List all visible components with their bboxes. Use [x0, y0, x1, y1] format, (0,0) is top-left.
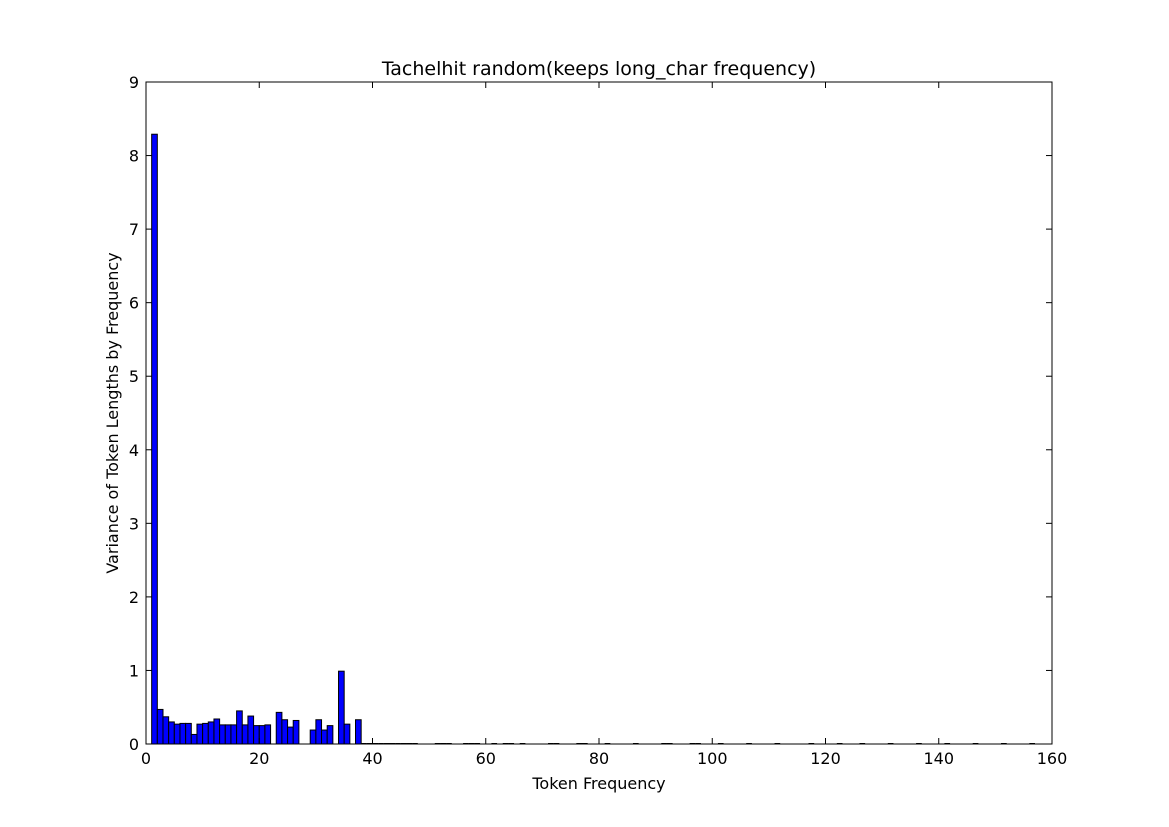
bar	[207, 721, 215, 745]
x-tick-label: 0	[141, 749, 151, 768]
x-tick-label: 160	[1037, 749, 1068, 768]
bar	[264, 724, 272, 745]
bar	[219, 724, 226, 745]
bar	[190, 733, 198, 745]
bar	[236, 710, 243, 745]
ticks-group: 0 20 40 60 80 100 120 140 160 0 1 2 3 4 5 6 7 8 9	[129, 73, 1067, 768]
bar	[338, 670, 345, 745]
bar	[202, 722, 209, 745]
x-tick-label: 20	[249, 749, 269, 768]
x-tick-label: 100	[697, 749, 728, 768]
y-tick-label: 8	[129, 147, 139, 166]
bars-group	[151, 133, 362, 745]
chart-title: Tachelhit random(keeps long_char frequen…	[381, 58, 816, 80]
bar	[275, 711, 283, 745]
bar	[241, 724, 249, 745]
bar	[179, 722, 187, 745]
y-tick-label: 0	[129, 735, 139, 754]
bar	[196, 723, 204, 745]
y-tick-label: 2	[129, 588, 139, 607]
bar	[326, 725, 334, 745]
bar	[258, 725, 266, 745]
bar	[156, 708, 164, 745]
bar	[309, 729, 317, 745]
plot-frame	[145, 81, 1053, 745]
y-tick-label: 9	[129, 73, 139, 92]
bar	[224, 724, 232, 745]
bar	[253, 725, 260, 745]
bar	[213, 718, 221, 745]
y-tick-label: 6	[129, 294, 139, 313]
bar	[315, 719, 323, 745]
y-tick-label: 5	[129, 367, 139, 386]
x-tick-label: 80	[589, 749, 609, 768]
bar	[185, 722, 192, 745]
bar	[321, 729, 328, 745]
x-tick-label: 60	[476, 749, 496, 768]
x-tick-label: 140	[923, 749, 954, 768]
bar	[162, 716, 170, 745]
y-axis-label: Variance of Token Lengths by Frequency	[103, 252, 122, 573]
bar	[287, 726, 294, 745]
bar	[343, 723, 351, 745]
y-tick-label: 1	[129, 661, 139, 680]
bar	[173, 723, 181, 745]
y-tick-label: 4	[129, 441, 139, 460]
y-tick-label: 3	[129, 514, 139, 533]
x-axis-label: Token Frequency	[531, 774, 665, 793]
bar	[355, 719, 362, 745]
x-tick-label: 120	[810, 749, 841, 768]
bar	[281, 719, 289, 745]
x-tick-label: 40	[362, 749, 382, 768]
y-tick-label: 7	[129, 220, 139, 239]
bar	[292, 719, 300, 745]
bar	[230, 724, 238, 745]
bar	[151, 133, 158, 745]
bar	[247, 715, 255, 745]
bar	[168, 721, 175, 745]
